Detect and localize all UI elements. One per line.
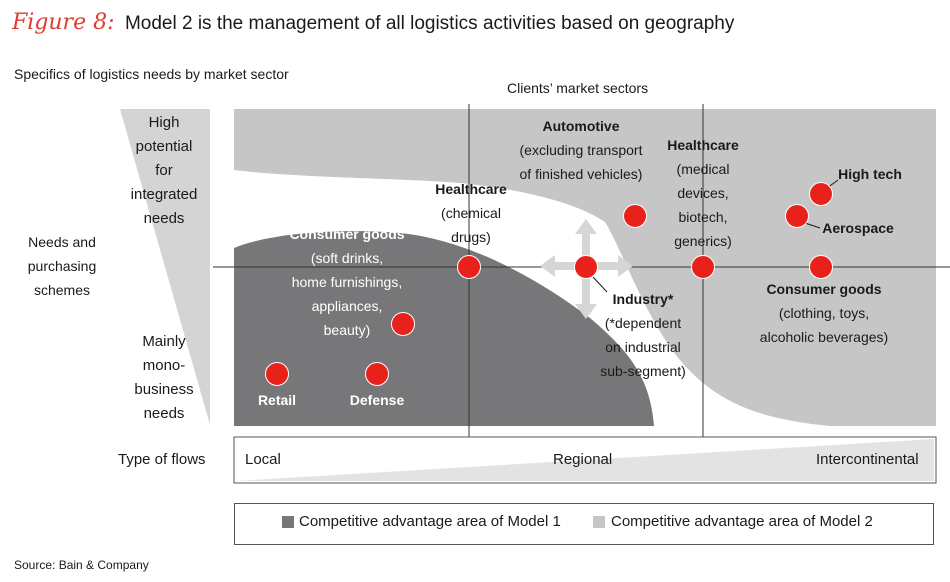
sector-desc: beauty) (323, 322, 371, 338)
sector-desc: generics) (674, 233, 732, 249)
legend-label-model1: Competitive advantage area of Model 1 (299, 513, 561, 530)
marker-consumer-goods-left (391, 312, 415, 336)
marker-defense (365, 362, 389, 386)
sector-desc: (excluding transport (519, 142, 643, 158)
legend-swatch-model1 (282, 516, 294, 528)
y-axis-label-line: Needs and (28, 234, 96, 250)
label-line: needs (143, 210, 185, 227)
label-consumer-goods-right: Consumer goods (clothing, toys, alcoholi… (748, 277, 900, 349)
label-industry: Industry* (*dependent on industrial sub-… (593, 287, 693, 383)
marker-industry (574, 255, 598, 279)
sector-desc: (medical (676, 161, 730, 177)
sector-desc: (soft drinks, (310, 250, 384, 266)
label-line: integrated (130, 186, 198, 203)
sector-desc: biotech, (678, 209, 728, 225)
sector-desc: (clothing, toys, (778, 305, 870, 321)
marker-healthcare-medical (691, 255, 715, 279)
sector-desc: appliances, (311, 298, 383, 314)
type-of-flows-label: Type of flows (118, 451, 206, 468)
marker-retail (265, 362, 289, 386)
sector-desc: devices, (677, 185, 729, 201)
source-note: Source: Bain & Company (14, 558, 149, 572)
column-header: Clients’ market sectors (507, 80, 649, 96)
sector-desc: alcoholic beverages) (759, 329, 889, 345)
sector-desc: on industrial (605, 339, 681, 355)
label-line: potential (135, 138, 193, 155)
sector-title: Consumer goods (766, 281, 882, 297)
label-defense: Defense (342, 388, 412, 412)
subtitle: Specifics of logistics needs by market s… (14, 66, 289, 82)
needs-triangle (120, 109, 210, 425)
label-line: needs (143, 405, 185, 422)
marker-consumer-goods-right (809, 255, 833, 279)
label-aerospace: Aerospace (815, 216, 901, 240)
label-consumer-goods-left: Consumer goods (soft drinks, home furnis… (276, 222, 418, 342)
label-line: business (134, 381, 194, 398)
figure-title: Figure 8: Model 2 is the management of a… (12, 10, 734, 35)
mono-business-label: Mainly mono- business needs (118, 330, 210, 426)
marker-high-tech (809, 182, 833, 206)
marker-automotive (623, 204, 647, 228)
flows-wedge (236, 439, 934, 481)
sector-title: Consumer goods (289, 226, 405, 242)
marker-healthcare-chemical (457, 255, 481, 279)
flows-local-label: Local (245, 451, 281, 468)
sector-desc: home furnishings, (291, 274, 403, 290)
sector-title: Healthcare (435, 181, 507, 197)
legend-label-model2: Competitive advantage area of Model 2 (611, 513, 873, 530)
sector-desc: (*dependent (604, 315, 682, 331)
sector-desc: drugs) (451, 229, 491, 245)
label-automotive: Automotive (excluding transport of finis… (501, 114, 661, 186)
label-line: mono- (142, 357, 186, 374)
legend-swatch-model2 (593, 516, 605, 528)
figure-heading: Model 2 is the management of all logisti… (124, 13, 735, 34)
label-retail: Retail (247, 388, 307, 412)
high-potential-label: High potential for integrated needs (118, 111, 210, 231)
figure-label: Figure 8: (12, 10, 115, 35)
sector-title: Healthcare (667, 137, 739, 153)
y-axis-label-line: schemes (33, 282, 91, 298)
sector-title: Industry* (612, 291, 674, 307)
sector-title: High tech (838, 166, 902, 182)
sector-title: Automotive (542, 118, 620, 134)
sector-title: Defense (349, 392, 405, 408)
y-axis-label: Needs and purchasing schemes (10, 230, 114, 302)
sector-desc: of finished vehicles) (519, 166, 643, 182)
label-line: Mainly (142, 333, 186, 350)
sector-desc: sub-segment) (600, 363, 686, 379)
flows-regional-label: Regional (553, 451, 613, 468)
sector-desc: (chemical (441, 205, 501, 221)
connector-industry (592, 276, 608, 293)
sector-title: Aerospace (822, 220, 894, 236)
label-healthcare-chemical: Healthcare (chemical drugs) (421, 177, 521, 249)
label-line: for (155, 162, 173, 179)
model1-area (234, 231, 654, 426)
label-high-tech: High tech (830, 162, 910, 186)
label-healthcare-medical: Healthcare (medical devices, biotech, ge… (653, 133, 753, 253)
legend (234, 503, 934, 545)
label-line: High (148, 114, 180, 131)
flows-intercontinental-label: Intercontinental (816, 451, 919, 468)
sector-title: Retail (257, 392, 297, 408)
marker-aerospace (785, 204, 809, 228)
y-axis-label-line: purchasing (27, 258, 97, 274)
